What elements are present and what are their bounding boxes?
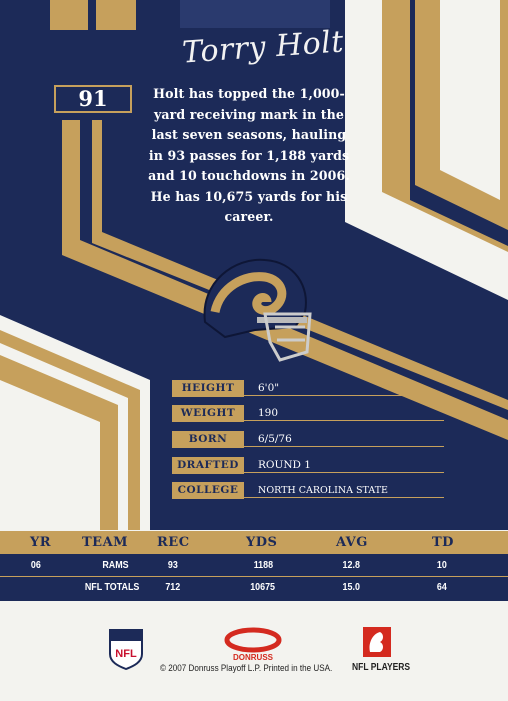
stat-td: 64 [436,581,447,593]
stat-team: NFL TOTALS [84,581,140,593]
vital-divider [244,395,444,396]
stat-avg: 15.0 [342,581,360,593]
vital-divider [244,472,444,473]
vital-label: COLLEGE [172,482,244,499]
vital-label: BORN [172,431,244,448]
stats-header-td: TD [432,535,454,550]
vital-value: 6/5/76 [258,433,292,445]
vital-divider [244,497,444,498]
stat-yds: 1188 [253,559,274,571]
nfl-players-logo-icon [363,627,391,657]
jersey-number: 91 [54,85,132,113]
stats-table: 06 RAMS 93 1188 12.8 10 NFL TOTALS 712 1… [0,554,508,601]
stats-header-rec: REC [157,535,190,550]
vital-value: NORTH CAROLINA STATE [258,485,388,496]
nfl-players-label: NFL PLAYERS [352,662,411,673]
vital-label: HEIGHT [172,380,244,397]
rams-helmet-icon [203,258,312,362]
stats-header-avg: AVG [336,535,368,550]
stats-header-row: YR TEAM REC YDS AVG TD [0,531,508,554]
stat-yds: 10675 [250,581,276,593]
nfl-shield-text: NFL [115,648,137,660]
vital-label: DRAFTED [172,457,244,474]
stats-header-yr: YR [30,535,52,550]
stats-header-yds: YDS [246,535,278,550]
stat-yr: 06 [30,559,41,571]
stat-team: RAMS [102,559,129,571]
stat-rec: 93 [167,559,178,571]
stat-avg: 12.8 [342,559,360,571]
donruss-logo-icon: DONRUSS [224,627,282,662]
footer-logos: NFL DONRUSS [0,620,508,680]
vital-divider [244,420,444,421]
vital-label: WEIGHT [172,405,244,422]
stat-td: 10 [436,559,447,571]
stats-header-team: TEAM [82,535,129,550]
vital-divider [244,446,444,447]
stat-rec: 712 [165,581,181,593]
nfl-shield-icon: NFL [109,629,143,670]
vital-value: ROUND 1 [258,459,311,471]
copyright-text: © 2007 Donruss Playoff L.P. Printed in t… [160,663,333,673]
donruss-text: DONRUSS [233,653,274,662]
player-bio: Holt has topped the 1,000-yard receiving… [148,86,350,224]
vital-value: 6'0" [258,382,280,394]
decorative-stripes [0,0,508,530]
row-divider [0,576,508,577]
vital-value: 190 [258,407,279,419]
